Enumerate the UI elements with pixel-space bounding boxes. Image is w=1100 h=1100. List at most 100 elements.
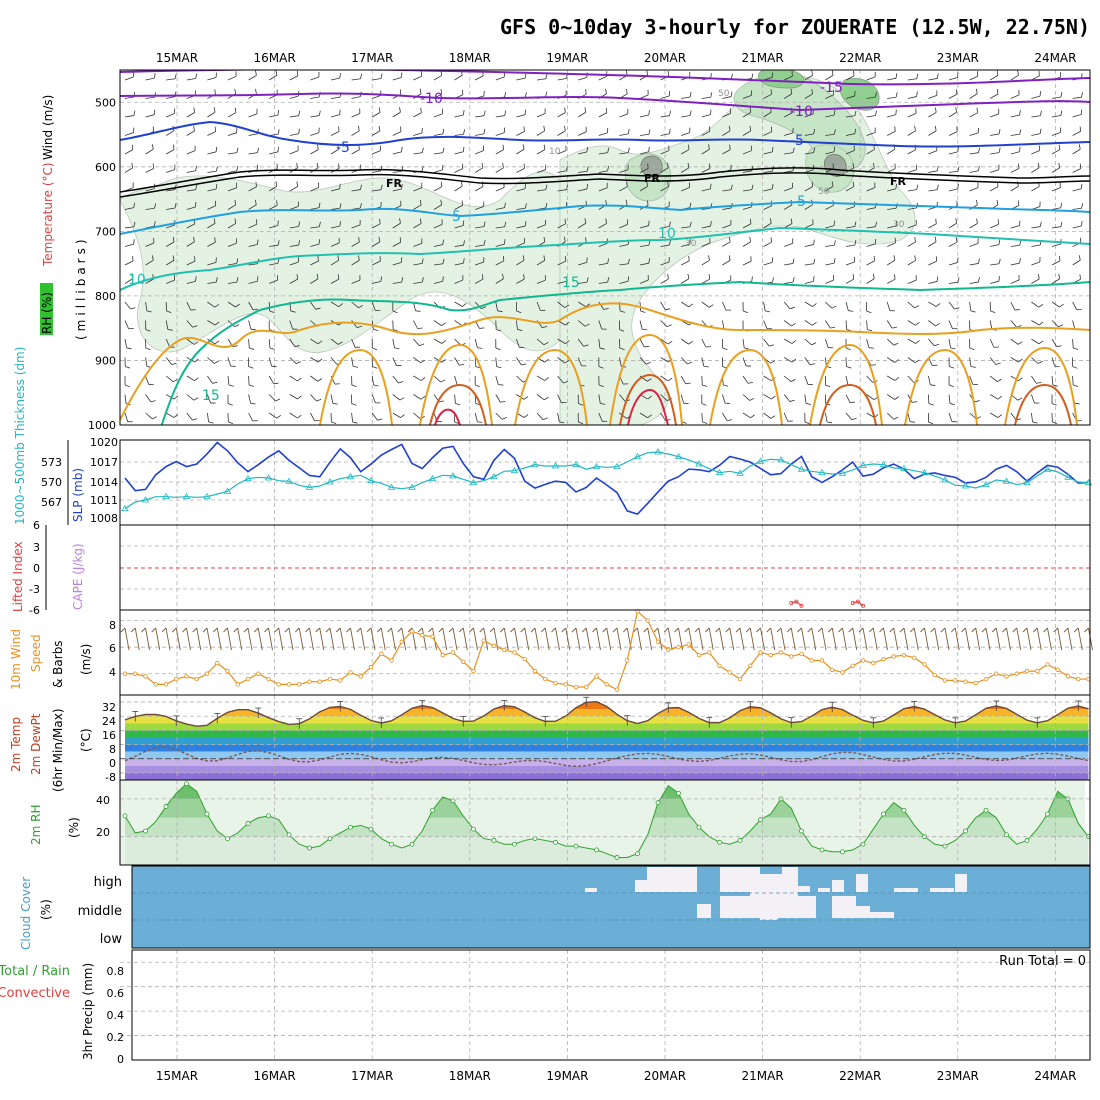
wind-barb [990, 133, 1000, 136]
wind-barb [269, 244, 279, 247]
wind-barb [1072, 320, 1076, 330]
wind-barb-flag [831, 70, 834, 76]
wind-barb-10m [1016, 627, 1022, 651]
wind-barb-flag [236, 277, 239, 283]
wind-speed-point [174, 676, 179, 682]
wind-barb [207, 188, 217, 192]
wind-barb [268, 394, 276, 402]
wind-barb-flag [1079, 274, 1081, 280]
tick-label-precip: 0.8 [107, 965, 125, 978]
temp2m-panel: 32 24 16 8 0 -8 2m Temp 2m DewPt (6hr Mi… [9, 694, 1091, 792]
wind-barb [433, 320, 442, 326]
wind-barb-flag [332, 402, 338, 405]
wind-barb-flag [150, 400, 156, 403]
wind-barb-10m [145, 627, 150, 651]
wind-barb [433, 280, 443, 284]
cloud-panel: high middle low Cloud Cover (%) [19, 865, 1091, 950]
wind-barb-flag [804, 421, 810, 425]
wind-barb [845, 412, 853, 421]
wind-barb-10m [298, 627, 304, 651]
wind-barb-10m [124, 627, 130, 651]
wind-barb-flag [393, 329, 398, 332]
slp-frame [119, 439, 1091, 526]
wind-barb-flag [750, 414, 755, 419]
wind-barb-10m-flag [653, 627, 659, 633]
wind-speed-point [666, 647, 671, 653]
wind-barb [866, 96, 876, 99]
wind-barb [475, 206, 484, 210]
wind-barb [557, 375, 564, 384]
cloud-cell-high [955, 874, 967, 892]
wind-barb [1010, 412, 1017, 421]
wind-barb-flag [873, 255, 876, 261]
wind-barb [124, 96, 134, 99]
wind-barb-flag [126, 347, 132, 350]
wind-barb-flag [765, 310, 771, 313]
wind-barb [371, 241, 381, 247]
wind-barb [928, 281, 938, 284]
wind-barb-flag [194, 377, 199, 382]
rh-point [635, 851, 640, 857]
wind-barb-10m-flag [776, 627, 782, 633]
wind-barb-flag [751, 184, 754, 190]
wind-barb [248, 75, 257, 81]
wind-barb [495, 412, 503, 420]
wind-barb [392, 131, 402, 136]
wind-barb [1031, 226, 1041, 229]
wind-speed-point [256, 671, 261, 676]
wind-barb [310, 375, 318, 382]
wind-barb [557, 301, 565, 308]
wind-barb [1031, 186, 1040, 192]
wind-barb-flag [688, 255, 690, 261]
rh-point [245, 821, 251, 826]
wind-barb [948, 338, 951, 348]
axis-label-2m-temp: 2m Temp [9, 717, 23, 772]
wind-barb-flag [339, 73, 341, 79]
wind-speed-point [655, 639, 661, 645]
wind-barb [1051, 357, 1056, 367]
wind-barb [310, 187, 319, 192]
wind-barb-flag [417, 327, 423, 329]
wind-barb [145, 259, 154, 266]
wind-barb-10m-flag [223, 627, 228, 633]
wind-barb [1072, 131, 1081, 136]
tick-label-temp: -8 [105, 771, 116, 784]
wind-barb-flag [978, 258, 980, 264]
wind-barb [639, 279, 649, 284]
wind-barb [701, 338, 707, 348]
wind-barb-flag [441, 322, 446, 326]
wind-barb-flag [998, 258, 1001, 264]
wind-barb-flag [893, 416, 899, 420]
wind-barb-10m [688, 627, 694, 651]
wind-barb-flag [352, 421, 358, 424]
freezing-level-line [120, 167, 1090, 193]
wind-barb [186, 130, 195, 136]
wind-barb [248, 152, 258, 155]
wind-barb-flag [978, 147, 980, 153]
wind-barb [371, 130, 381, 136]
wind-barb-flag [853, 70, 855, 76]
wind-barb [495, 149, 504, 155]
wind-speed-point [594, 674, 599, 679]
wind-barb-flag [440, 181, 443, 187]
wind-barb-flag [249, 347, 255, 350]
rh-point [143, 828, 148, 834]
wind-barb [310, 96, 320, 99]
tick-label-thickness: 570 [41, 476, 62, 489]
wind-barb [639, 244, 649, 247]
wind-barb [495, 278, 504, 284]
rh-point [225, 836, 230, 841]
wind-barb-flag [975, 88, 978, 94]
wind-barb-10m-flag [1032, 627, 1038, 633]
wind-barb-flag [585, 237, 587, 243]
wind-barb-flag [522, 255, 525, 261]
tick-label-slp: 1020 [90, 436, 118, 449]
thickness-point [1002, 477, 1011, 484]
wind-barb [681, 115, 691, 118]
wind-barb [619, 244, 629, 247]
wind-barb [722, 96, 732, 99]
wind-barb [1072, 301, 1078, 311]
temp-contour-label: -5 [790, 133, 804, 149]
wind-barb [371, 301, 376, 311]
wind-barb [990, 113, 999, 118]
